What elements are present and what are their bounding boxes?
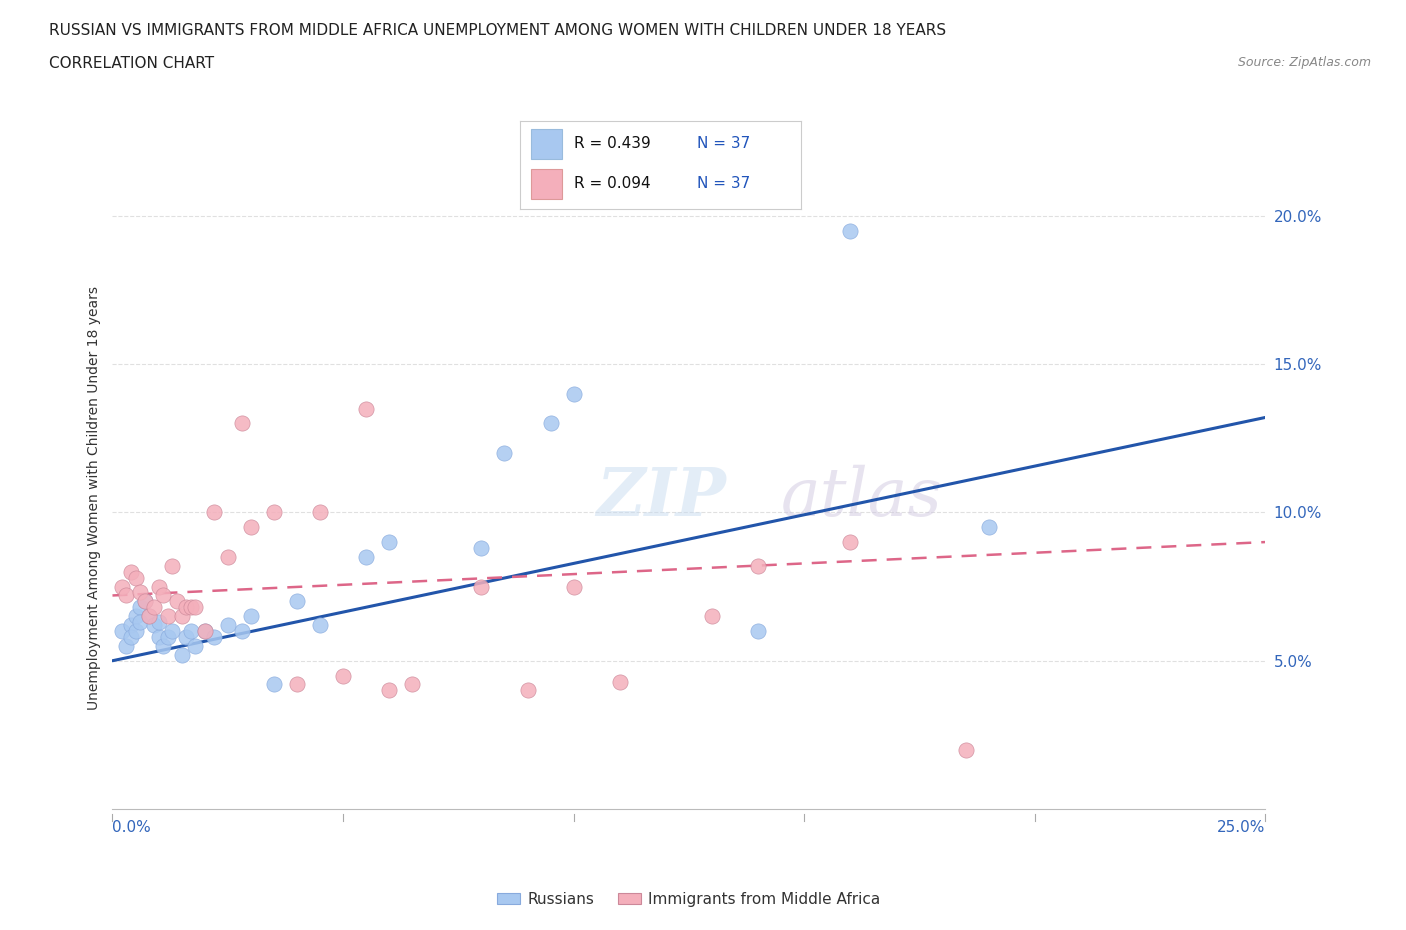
Y-axis label: Unemployment Among Women with Children Under 18 years: Unemployment Among Women with Children U… (87, 286, 101, 710)
Point (354, 401, 377, 416)
Text: N = 37: N = 37 (697, 137, 751, 152)
Point (239, 520, 262, 535)
Point (138, 609, 160, 624)
Point (184, 639, 207, 654)
Point (194, 624, 217, 639)
Point (540, 416, 562, 431)
Point (609, 674, 631, 689)
Point (217, 550, 239, 565)
Point (129, 585, 152, 600)
Point (285, 594, 308, 609)
Point (143, 618, 166, 632)
Point (494, 445, 516, 460)
Point (700, 609, 723, 624)
Point (354, 550, 377, 565)
Point (263, 677, 285, 692)
Point (839, 535, 862, 550)
Point (152, 639, 174, 654)
Point (134, 594, 156, 609)
Point (120, 630, 142, 644)
Text: R = 0.439: R = 0.439 (574, 137, 651, 152)
Point (202, 505, 225, 520)
Point (309, 505, 332, 520)
Point (470, 579, 492, 594)
Point (111, 579, 134, 594)
Point (152, 588, 174, 603)
Point (148, 579, 170, 594)
Point (184, 600, 207, 615)
Point (148, 630, 170, 644)
Point (839, 223, 862, 238)
Point (111, 624, 134, 639)
Point (470, 540, 492, 555)
Point (747, 624, 769, 639)
Text: CORRELATION CHART: CORRELATION CHART (49, 56, 214, 71)
Point (174, 600, 197, 615)
Point (174, 630, 197, 644)
Point (115, 588, 138, 603)
Point (309, 618, 332, 632)
Point (162, 558, 184, 573)
Point (124, 570, 146, 585)
Point (977, 520, 1000, 535)
Point (217, 618, 239, 632)
Point (143, 600, 166, 615)
Point (134, 594, 156, 609)
Legend: Russians, Immigrants from Middle Africa: Russians, Immigrants from Middle Africa (491, 886, 887, 913)
Text: RUSSIAN VS IMMIGRANTS FROM MIDDLE AFRICA UNEMPLOYMENT AMONG WOMEN WITH CHILDREN : RUSSIAN VS IMMIGRANTS FROM MIDDLE AFRICA… (49, 23, 946, 38)
Point (129, 600, 152, 615)
Point (747, 558, 769, 573)
Point (166, 594, 188, 609)
Point (148, 615, 170, 630)
Text: 25.0%: 25.0% (1218, 820, 1265, 835)
Point (120, 565, 142, 579)
Point (401, 677, 423, 692)
Point (239, 609, 262, 624)
Point (162, 624, 184, 639)
Text: R = 0.094: R = 0.094 (574, 176, 650, 192)
Point (124, 609, 146, 624)
Point (156, 630, 179, 644)
Text: N = 37: N = 37 (697, 176, 751, 192)
Point (516, 683, 538, 698)
FancyBboxPatch shape (531, 168, 562, 199)
Point (202, 630, 225, 644)
Point (562, 386, 585, 401)
Point (231, 416, 253, 431)
Text: 0.0%: 0.0% (112, 820, 152, 835)
Point (180, 600, 202, 615)
Point (562, 579, 585, 594)
Text: Source: ZipAtlas.com: Source: ZipAtlas.com (1237, 56, 1371, 69)
Point (120, 618, 142, 632)
Text: atlas: atlas (782, 465, 943, 530)
Text: ZIP: ZIP (596, 465, 727, 530)
Point (285, 677, 308, 692)
Point (263, 505, 285, 520)
Point (170, 647, 193, 662)
FancyBboxPatch shape (531, 129, 562, 159)
Point (124, 624, 146, 639)
Point (129, 615, 152, 630)
Point (115, 639, 138, 654)
Point (332, 668, 354, 683)
Point (156, 609, 179, 624)
Point (170, 609, 193, 624)
Point (231, 624, 253, 639)
Point (138, 609, 160, 624)
Point (378, 535, 401, 550)
Point (194, 624, 217, 639)
Point (955, 742, 977, 757)
Point (378, 683, 401, 698)
Point (180, 624, 202, 639)
